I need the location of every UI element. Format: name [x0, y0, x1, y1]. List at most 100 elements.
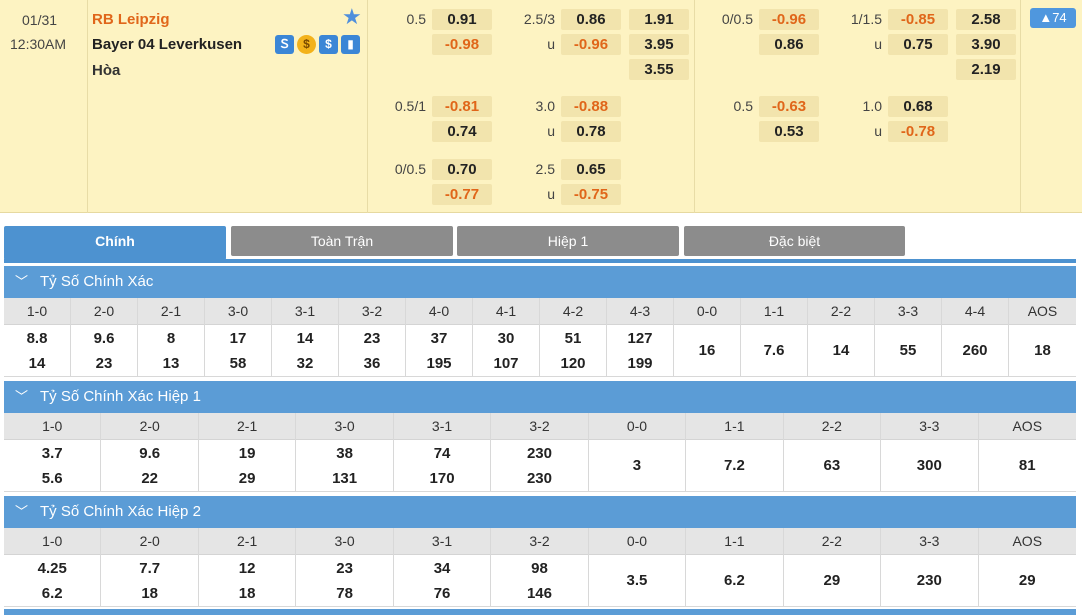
home-score-odds[interactable]: 14	[296, 330, 314, 347]
score-odds-cell[interactable]: 14	[808, 325, 874, 377]
x12-odds[interactable]: 3.55	[629, 59, 689, 80]
draw-score-odds[interactable]: 7.2	[723, 457, 745, 474]
x12-odds[interactable]: 3.95	[629, 34, 689, 55]
h1-ah-home-odds[interactable]: -0.96	[759, 9, 819, 30]
ah-home-odds[interactable]: 0.91	[432, 9, 492, 30]
score-odds-cell[interactable]: 3.7 5.6	[4, 440, 101, 492]
draw-score-odds[interactable]: 7.6	[763, 342, 785, 359]
score-odds-cell[interactable]: 3.5	[588, 555, 686, 607]
home-score-odds[interactable]: 74	[433, 445, 451, 462]
home-score-odds[interactable]: 34	[433, 560, 451, 577]
score-odds-cell[interactable]: 8.8 14	[4, 325, 70, 377]
draw-score-odds[interactable]: 300	[916, 457, 942, 474]
bar-chart-icon[interactable]: ▮	[341, 35, 360, 54]
h1-x12-odds[interactable]: 2.19	[956, 59, 1016, 80]
tab-toan-tran[interactable]: Toàn Trận	[231, 226, 453, 256]
score-odds-cell[interactable]: 19 29	[198, 440, 296, 492]
section-header[interactable]: ﹀ Tỷ Số Chính Xác Hiệp 1	[4, 381, 1076, 413]
draw-score-odds[interactable]: 260	[962, 342, 988, 359]
away-score-odds[interactable]: 230	[526, 470, 552, 487]
score-odds-cell[interactable]: 23 36	[339, 325, 405, 377]
home-score-odds[interactable]: 3.7	[41, 445, 63, 462]
h1-ah-home-odds[interactable]: -0.63	[759, 96, 819, 117]
score-odds-cell[interactable]: 34 76	[393, 555, 491, 607]
ou-over-odds[interactable]: 0.86	[561, 9, 621, 30]
tab-hiep-1[interactable]: Hiệp 1	[457, 226, 679, 256]
score-odds-cell[interactable]: 98 146	[491, 555, 588, 607]
x12-odds[interactable]: 1.91	[629, 9, 689, 30]
ah-home-odds[interactable]: -0.81	[432, 96, 492, 117]
ah-away-odds[interactable]: -0.77	[432, 184, 492, 205]
away-score-odds[interactable]: 58	[229, 355, 247, 372]
tab-dac-biet[interactable]: Đặc biệt	[684, 226, 905, 256]
score-odds-cell[interactable]: 29	[978, 555, 1076, 607]
score-odds-cell[interactable]: 74 170	[393, 440, 491, 492]
draw-score-odds[interactable]: 6.2	[723, 572, 745, 589]
score-odds-cell[interactable]: 7.7 18	[101, 555, 198, 607]
away-score-odds[interactable]: 13	[162, 355, 180, 372]
score-odds-cell[interactable]: 8 13	[138, 325, 204, 377]
score-odds-cell[interactable]: 51 120	[540, 325, 606, 377]
away-score-odds[interactable]: 146	[526, 585, 552, 602]
score-odds-cell[interactable]: 230	[881, 555, 978, 607]
score-odds-cell[interactable]: 18	[1009, 325, 1076, 377]
home-score-odds[interactable]: 9.6	[139, 445, 161, 462]
h1-ou-over-odds[interactable]: 0.68	[888, 96, 948, 117]
score-odds-cell[interactable]: 16	[674, 325, 740, 377]
score-odds-cell[interactable]: 30 107	[473, 325, 539, 377]
home-score-odds[interactable]: 230	[526, 445, 552, 462]
home-score-odds[interactable]: 23	[363, 330, 381, 347]
score-odds-cell[interactable]: 38 131	[296, 440, 393, 492]
away-score-odds[interactable]: 170	[429, 470, 455, 487]
away-score-odds[interactable]: 6.2	[41, 585, 63, 602]
away-score-odds[interactable]: 23	[95, 355, 113, 372]
away-score-odds[interactable]: 5.6	[41, 470, 63, 487]
draw-score-odds[interactable]: 63	[823, 457, 841, 474]
draw-score-odds[interactable]: 29	[1018, 572, 1036, 589]
home-score-odds[interactable]: 98	[531, 560, 548, 577]
ou-over-odds[interactable]: 0.65	[561, 159, 621, 180]
score-odds-cell[interactable]: 300	[881, 440, 978, 492]
chevron-down-icon[interactable]: ﹀	[15, 389, 29, 404]
home-score-odds[interactable]: 12	[238, 560, 256, 577]
away-score-odds[interactable]: 195	[426, 355, 452, 372]
h1-ah-away-odds[interactable]: 0.86	[759, 34, 819, 55]
away-score-odds[interactable]: 120	[560, 355, 586, 372]
draw-score-odds[interactable]: 29	[823, 572, 841, 589]
draw-score-odds[interactable]: 16	[698, 342, 716, 359]
score-odds-cell[interactable]: 29	[783, 555, 881, 607]
section-header[interactable]: ﹀ Tỷ Số Chính Xác	[4, 266, 1076, 298]
home-score-odds[interactable]: 8.8	[26, 330, 48, 347]
ou-under-odds[interactable]: 0.78	[561, 121, 621, 142]
score-odds-cell[interactable]: 9.6 23	[71, 325, 137, 377]
home-score-odds[interactable]: 8	[166, 330, 176, 347]
score-odds-cell[interactable]: 55	[875, 325, 941, 377]
home-score-odds[interactable]: 127	[627, 330, 653, 347]
score-odds-cell[interactable]: 230 230	[491, 440, 588, 492]
ah-away-odds[interactable]: 0.74	[432, 121, 492, 142]
home-score-odds[interactable]: 4.25	[37, 560, 67, 577]
home-score-odds[interactable]: 51	[564, 330, 582, 347]
home-score-odds[interactable]: 30	[497, 330, 515, 347]
home-score-odds[interactable]: 37	[430, 330, 448, 347]
away-score-odds[interactable]: 131	[332, 470, 358, 487]
score-odds-cell[interactable]: 7.2	[686, 440, 783, 492]
score-odds-cell[interactable]: 37 195	[406, 325, 472, 377]
away-score-odds[interactable]: 32	[296, 355, 314, 372]
home-score-odds[interactable]: 23	[336, 560, 353, 577]
score-odds-cell[interactable]: 6.2	[686, 555, 783, 607]
chevron-down-icon[interactable]: ﹀	[15, 274, 29, 289]
section-header[interactable]: ﹀ Tỷ Số Chính Xác Hiệp 2	[4, 496, 1076, 528]
away-team[interactable]: Bayer 04 Leverkusen	[92, 36, 243, 53]
score-odds-cell[interactable]: 127 199	[607, 325, 673, 377]
home-score-odds[interactable]: 9.6	[93, 330, 115, 347]
h1-ou-under-odds[interactable]: 0.75	[888, 34, 948, 55]
h1-ah-away-odds[interactable]: 0.53	[759, 121, 819, 142]
away-score-odds[interactable]: 22	[141, 470, 159, 487]
score-odds-cell[interactable]: 63	[783, 440, 881, 492]
draw-score-odds[interactable]: 81	[1018, 457, 1036, 474]
coin-icon[interactable]: $	[297, 35, 316, 54]
ou-over-odds[interactable]: -0.88	[561, 96, 621, 117]
score-odds-cell[interactable]: 12 18	[198, 555, 296, 607]
away-score-odds[interactable]: 18	[238, 585, 256, 602]
